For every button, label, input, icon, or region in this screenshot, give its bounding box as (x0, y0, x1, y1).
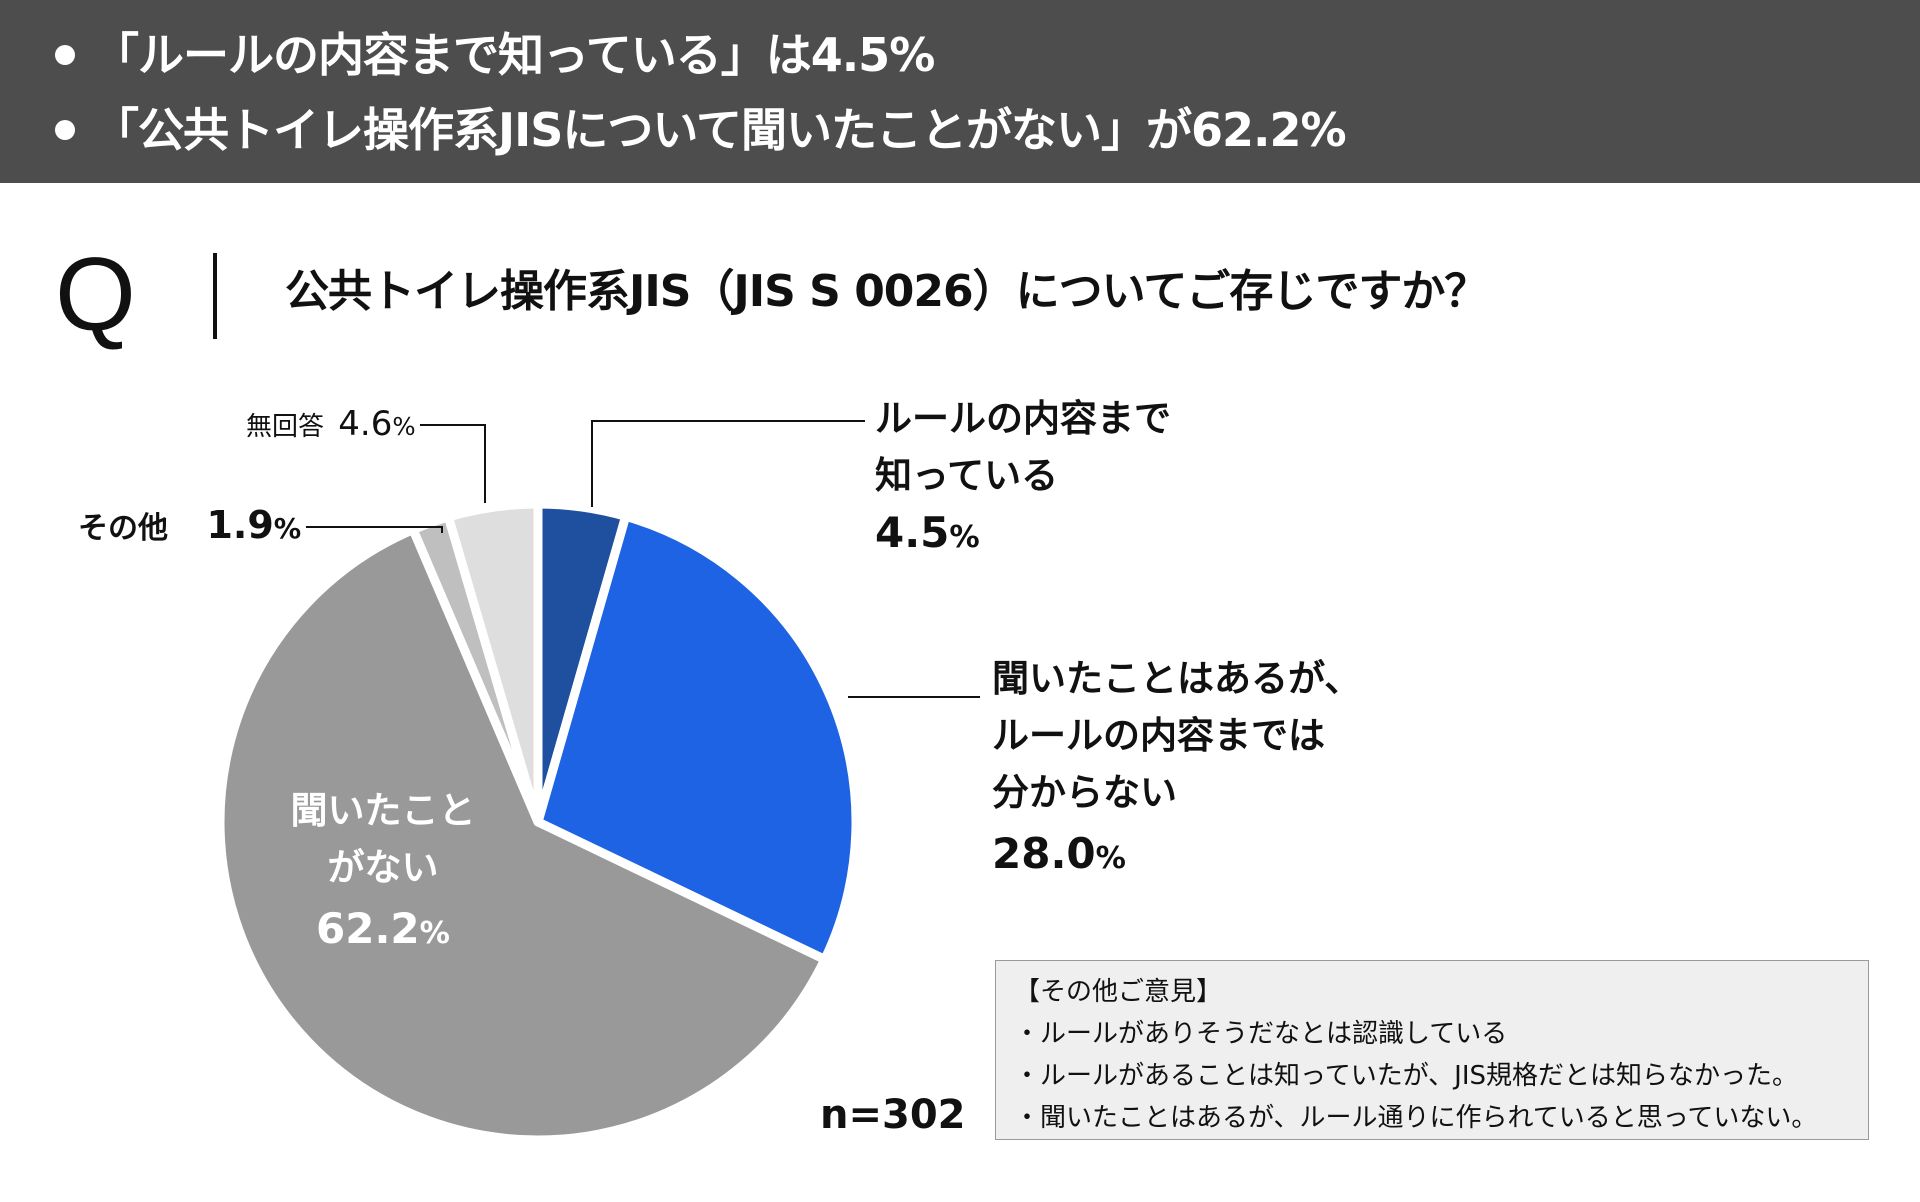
notes-title: 【その他ご意見】 (1014, 977, 1223, 1007)
highlight-banner: 「ルールの内容まで知っている」は4.5% 「公共トイレ操作系JISについて聞いた… (0, 0, 1920, 183)
sample-size: n=302 (820, 1092, 966, 1138)
slice-label-0: ルールの内容まで 知っている 4.5% (875, 390, 1171, 566)
slice-0-value: 4.5% (875, 508, 980, 557)
leader-line-slice-4 (420, 424, 486, 503)
note-item: ・ルールがありそうだなとは認識している (1014, 1019, 1508, 1049)
pie-slice-2 (215, 525, 830, 1145)
slice-3-name: その他 (78, 511, 168, 546)
leader-line-slice-3 (306, 526, 443, 533)
bullet-icon (55, 44, 75, 65)
pie-slice-4 (443, 499, 543, 827)
other-opinions-box: 【その他ご意見】 ・ルールがありそうだなとは認識している ・ルールがあることは知… (995, 960, 1869, 1140)
highlight-1: 「ルールの内容まで知っている」は4.5% (55, 27, 935, 83)
leader-line-slice-0 (591, 420, 865, 507)
question-divider (213, 253, 217, 339)
bullet-icon (55, 119, 75, 140)
slice-1-value: 28.0% (992, 829, 1126, 878)
note-item: ・ルールがあることは知っていたが、JIS規格だとは知らなかった。 (1014, 1061, 1799, 1091)
slice-label-1: 聞いたことはあるが、 ルールの内容までは 分からない 28.0% (992, 650, 1361, 887)
slice-1-name-line-2: ルールの内容までは (992, 714, 1325, 757)
question-letter: Q (55, 237, 136, 353)
slice-3-value: 1.9% (206, 503, 302, 547)
slice-0-name-line-2: 知っている (875, 454, 1059, 497)
slice-4-value: 4.6% (338, 404, 416, 444)
slice-label-4: 無回答 4.6% (246, 402, 416, 449)
slice-2-value: 62.2% (316, 904, 450, 953)
note-item: ・聞いたことはあるが、ルール通りに作られていると思っていない。 (1014, 1103, 1818, 1133)
slice-1-name-line-3: 分からない (992, 771, 1177, 814)
slice-1-name-line-1: 聞いたことはあるが、 (992, 657, 1362, 700)
slice-label-2: 聞いたこと がない 62.2% (268, 782, 498, 962)
question-text: 公共トイレ操作系JIS（JIS S 0026）についてご存じですか？ (285, 266, 1488, 317)
slice-4-name: 無回答 (246, 412, 325, 442)
slice-2-name-line-1: 聞いたこと (290, 789, 476, 832)
pie-slice-1 (533, 511, 861, 964)
slice-2-name-line-2: がない (327, 846, 439, 889)
slice-label-3: その他 1.9% (78, 502, 301, 553)
highlight-2: 「公共トイレ操作系JISについて聞いたことがない」が62.2% (55, 102, 1347, 158)
slice-0-name-line-1: ルールの内容まで (875, 397, 1171, 440)
